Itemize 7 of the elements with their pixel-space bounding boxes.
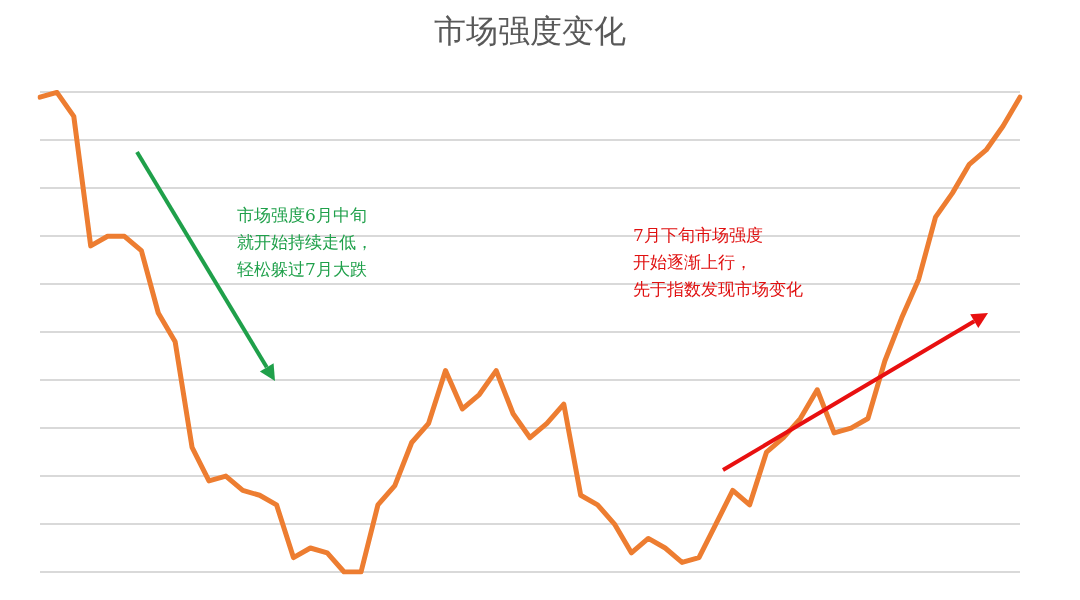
annotation: 开始逐渐上行， xyxy=(633,251,752,274)
annotation: 先于指数发现市场变化 xyxy=(633,278,803,301)
chart-title: 市场强度变化 xyxy=(434,11,626,50)
annotation: 7月下旬市场强度 xyxy=(633,224,763,247)
annotation: 轻松躲过7月大跌 xyxy=(237,258,367,281)
annotation: 市场强度6月中旬 xyxy=(237,204,367,227)
annotation: 就开始持续走低， xyxy=(237,231,373,254)
